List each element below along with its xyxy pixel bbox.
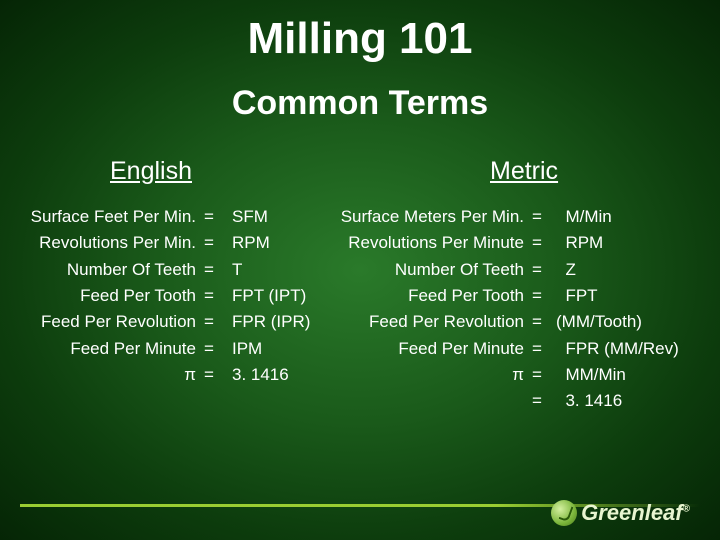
english-equals-col: = = = = = = =: [200, 204, 218, 415]
english-abbr-col: SFM RPM T FPT (IPT) FPR (IPR) IPM 3. 141…: [218, 204, 318, 415]
brand-logo: Greenleaf®: [551, 500, 690, 526]
column-headers: English Metric: [0, 157, 720, 186]
metric-equals-col: = = = = = = = =: [528, 204, 546, 415]
english-terms-col: Surface Feet Per Min. Revolutions Per Mi…: [0, 204, 200, 415]
metric-terms-col: Surface Meters Per Min. Revolutions Per …: [318, 204, 528, 415]
header-english: English: [0, 157, 360, 186]
page-subtitle: Common Terms: [0, 84, 720, 123]
terms-table: Surface Feet Per Min. Revolutions Per Mi…: [0, 204, 720, 415]
slide-footer: Greenleaf®: [0, 490, 720, 530]
registered-icon: ®: [683, 504, 690, 515]
leaf-icon: [551, 500, 577, 526]
metric-abbr-col: M/Min RPM Z FPT (MM/Tooth) FPR (MM/Rev) …: [546, 204, 706, 415]
page-title: Milling 101: [0, 0, 720, 64]
header-metric: Metric: [360, 157, 720, 186]
logo-name: Greenleaf: [581, 500, 683, 525]
logo-text: Greenleaf®: [581, 500, 690, 526]
